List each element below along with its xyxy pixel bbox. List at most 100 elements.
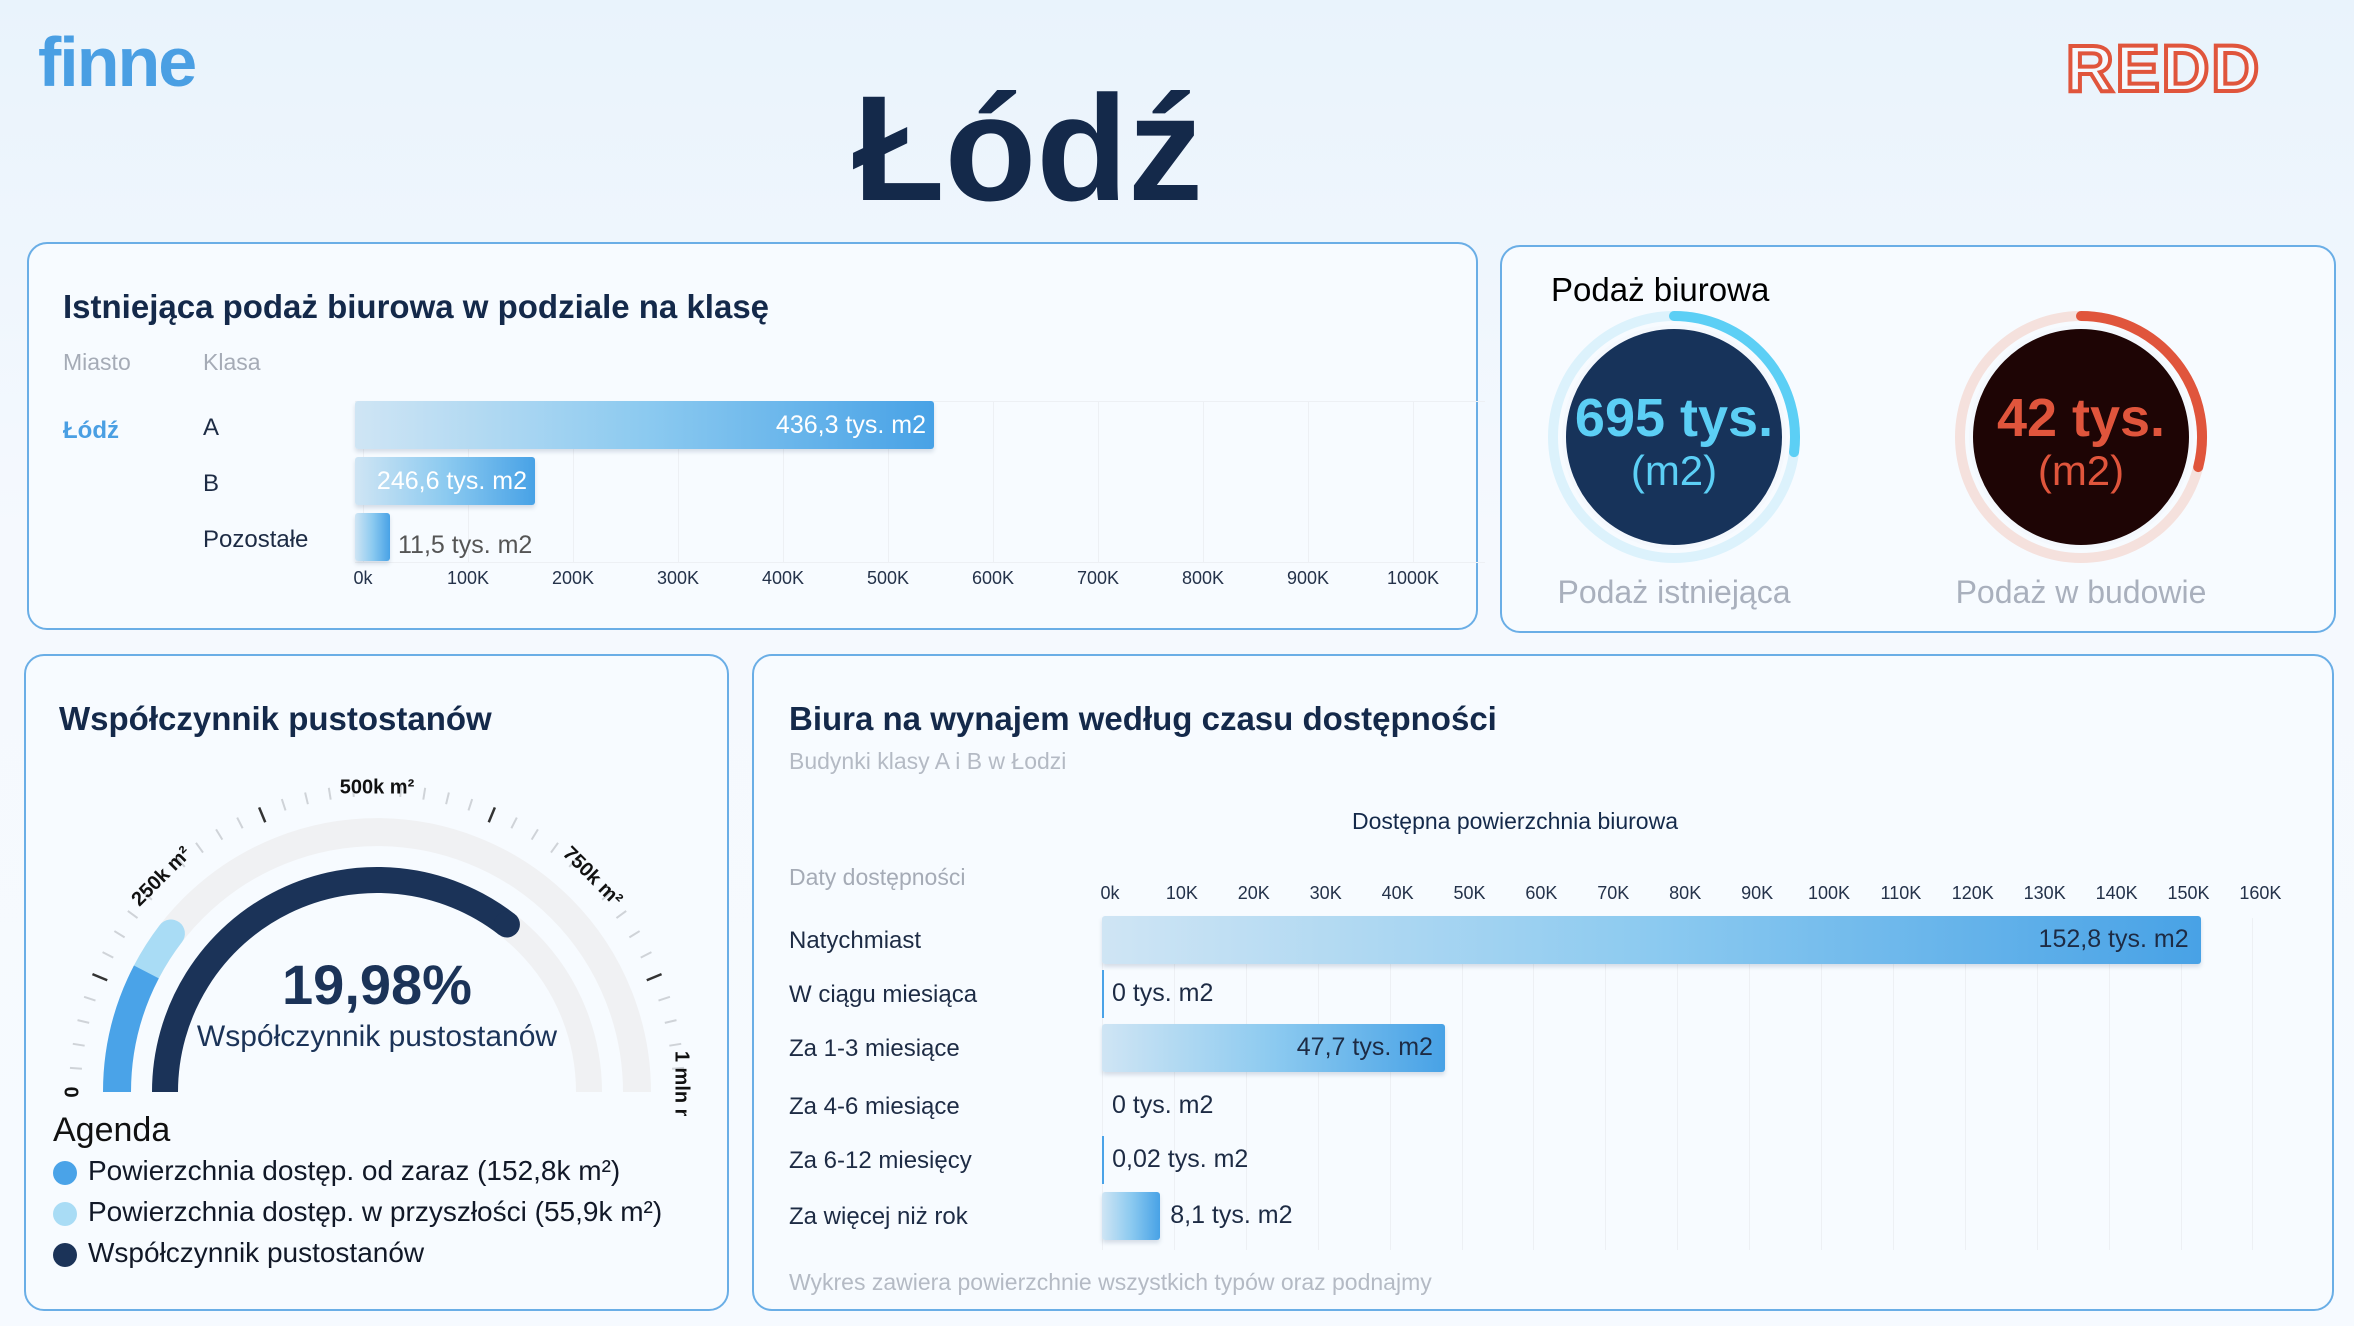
x-tick-label: 200K (551, 568, 595, 588)
x-tick-label: 500K (866, 568, 910, 588)
gridline (1203, 401, 1204, 562)
construction-supply-unit: (m2) (2037, 447, 2125, 494)
legend-dot-available-future (53, 1202, 77, 1226)
minor-tick (669, 1042, 682, 1047)
x-tick-label: 100K (1807, 883, 1851, 903)
construction-supply-ring-core (1969, 325, 2193, 549)
minor-tick (550, 842, 559, 854)
minor-tick (399, 784, 403, 797)
minor-tick (236, 817, 244, 829)
gridline (1245, 918, 1247, 1250)
x-tick-label: 700K (1076, 568, 1120, 588)
gridline (1964, 918, 1966, 1250)
x-tick-label: 600K (971, 568, 1015, 588)
x-tick-label: 150K (2167, 883, 2210, 903)
card-title: Istniejąca podaż biurowa w podziale na k… (63, 288, 770, 325)
minor-tick (615, 910, 627, 919)
gridline-bottom (355, 562, 1485, 563)
bar-value-label: 0 tys. m2 (1112, 1091, 1214, 1119)
minor-tick (628, 930, 641, 939)
column-header-city: Miasto (63, 349, 131, 375)
bar-value-label: 152,8 tys. m2 (2038, 925, 2189, 953)
minor-tick (510, 817, 518, 829)
gauge-tick-label: 1 mln m² (671, 1051, 693, 1116)
gauge-tick-label: 500k m² (340, 776, 415, 798)
minor-tick (467, 798, 474, 811)
class-label: A (203, 414, 220, 441)
bar-value-label: 11,5 tys. m2 (398, 531, 533, 559)
bar-availability-4 (1102, 1136, 1104, 1184)
gridline (1749, 918, 1751, 1250)
available-now-arc (103, 965, 159, 1093)
x-tick-label: 10K (1165, 883, 1198, 903)
bar-availability-2 (1102, 1024, 1445, 1072)
gridline (573, 401, 574, 562)
existing-supply-unit: (m2) (1630, 447, 1718, 494)
legend-dot-available-now (53, 1161, 77, 1185)
gridline (2108, 918, 2110, 1250)
gridline (2036, 918, 2038, 1250)
existing-supply-ring-progress-arc (1669, 311, 1800, 458)
class-label: Pozostałe (203, 526, 309, 553)
major-tick (91, 972, 108, 982)
bar-value-label: 47,7 tys. m2 (1296, 1033, 1433, 1061)
x-tick-label: 80K (1669, 883, 1702, 903)
availability-row-label: Za 4-6 miesiące (789, 1093, 960, 1120)
gridline (1173, 918, 1175, 1250)
supply-by-class-card: Istniejąca podaż biurowa w podziale na k… (27, 242, 1485, 630)
minor-tick (69, 1066, 82, 1070)
legend-item: Powierzchnia dostęp. od zaraz (152,8k m²… (88, 1155, 621, 1186)
bar-value-label: 246,6 tys. m2 (376, 467, 527, 495)
redd-logo: REDD (2064, 29, 2262, 107)
minor-tick (601, 891, 612, 901)
gridline (2252, 918, 2254, 1250)
legend-item: Współczynnik pustostanów (88, 1237, 425, 1268)
major-tick (646, 972, 663, 982)
bar-class-0 (355, 401, 934, 449)
vacancy-card: Współczynnik pustostanów 0 250k m² 500k m²… (24, 654, 729, 1311)
gridline (678, 401, 679, 562)
minor-tick (280, 798, 287, 811)
column-header-class: Klasa (203, 349, 261, 375)
gridline (888, 401, 889, 562)
x-tick-label: 20K (1237, 883, 1270, 903)
x-tick-label: 160K (2239, 883, 2282, 903)
bar-availability-5 (1102, 1192, 1161, 1240)
gridline (1533, 918, 1535, 1250)
gridline (1677, 918, 1679, 1250)
card-title: Biura na wynajem według czasu dostępnośc… (789, 700, 1497, 737)
vacancy-value: 19,98% (282, 953, 472, 1016)
existing-supply-label: Podaż istniejąca (1557, 574, 1791, 610)
minor-tick (327, 787, 332, 800)
gridline (1461, 918, 1463, 1250)
x-tick-label: 800K (1181, 568, 1225, 588)
city-label[interactable]: Łódź (63, 417, 119, 444)
bar-availability-1 (1102, 970, 1104, 1018)
x-tick-label: 90K (1741, 883, 1774, 903)
existing-supply-value: 695 tys. (1574, 388, 1774, 448)
x-tick-label: 30K (1309, 883, 1342, 903)
supply-rings (1548, 311, 2207, 563)
legend-title: Agenda (53, 1111, 171, 1149)
x-tick-label: 300K (656, 568, 700, 588)
gridline (783, 401, 784, 562)
gridline (1605, 918, 1607, 1250)
x-tick-label: 70K (1597, 883, 1630, 903)
minor-tick (304, 792, 309, 805)
x-tick-label: 0k (353, 568, 373, 588)
construction-supply-ring-progress-arc (2076, 311, 2207, 473)
x-tick-label: 0k (1100, 883, 1120, 903)
availability-bar-chart: 0k 10K 20K 30K 40K 50K 60K 70K 80K 90K 100K 110K 120… (754, 656, 2332, 1309)
x-tick-label: 50K (1453, 883, 1486, 903)
minor-tick (351, 784, 355, 797)
major-tick (487, 806, 497, 823)
minor-tick (127, 910, 139, 919)
minor-tick (215, 828, 224, 841)
gridline (1892, 918, 1894, 1250)
x-tick-label: 130K (2023, 883, 2066, 903)
x-tick-label: 40K (1381, 883, 1414, 903)
x-tick-label: 1000K (1386, 568, 1440, 588)
vacancy-arc-cap (493, 911, 520, 938)
x-tick-label: 110K (1880, 883, 1922, 903)
vacancy-value-label: Współczynnik pustostanów (196, 1020, 558, 1053)
